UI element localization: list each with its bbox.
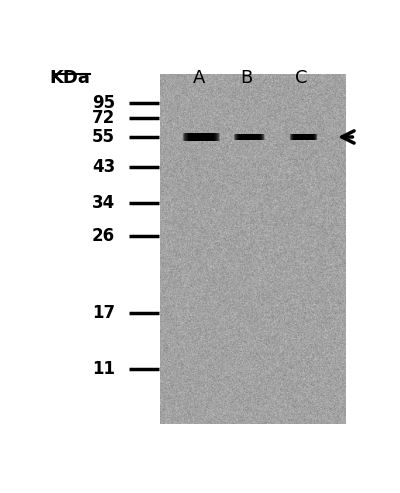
Text: KDa: KDa [50, 69, 90, 87]
Text: 43: 43 [92, 158, 115, 176]
Text: 11: 11 [92, 359, 115, 378]
Text: 55: 55 [92, 128, 115, 146]
Text: C: C [295, 69, 307, 87]
Text: B: B [241, 69, 253, 87]
Text: 72: 72 [92, 109, 115, 127]
Text: 95: 95 [92, 94, 115, 112]
Text: 34: 34 [92, 194, 115, 212]
Text: A: A [193, 69, 205, 87]
Text: 26: 26 [92, 227, 115, 245]
Text: 17: 17 [92, 305, 115, 322]
